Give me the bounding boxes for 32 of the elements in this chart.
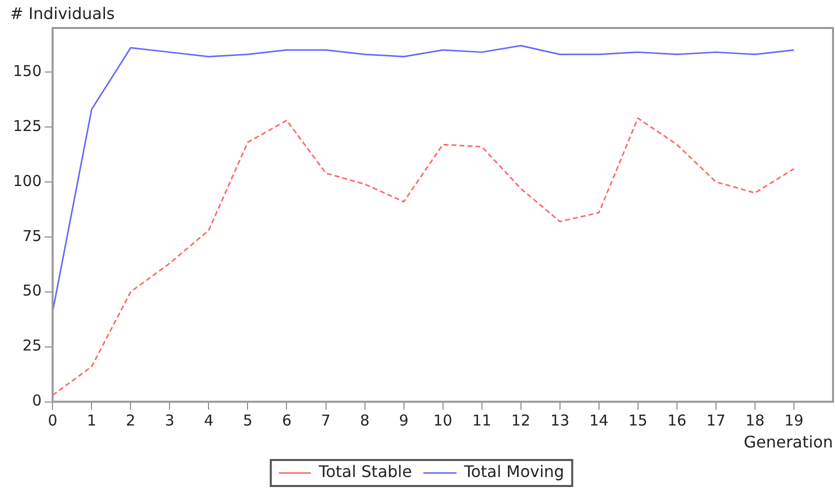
x-tick-label: 9 — [399, 412, 409, 430]
x-tick-label: 18 — [745, 412, 765, 430]
x-axis-title: Generation — [744, 432, 833, 452]
y-tick-label: 0 — [32, 392, 42, 410]
x-tick-label: 7 — [320, 412, 331, 430]
x-tick-label: 2 — [126, 412, 136, 430]
x-tick-label: 14 — [589, 412, 608, 430]
legend-label: Total Stable — [318, 462, 412, 482]
x-tick-label: 16 — [667, 412, 686, 430]
y-tick-label: 75 — [22, 226, 42, 245]
y-tick-label: 125 — [12, 116, 42, 135]
x-tick-label: 4 — [204, 412, 214, 430]
x-tick-label: 12 — [511, 412, 530, 430]
x-tick-label: 13 — [550, 412, 570, 430]
line-series — [52, 117, 795, 396]
x-tick-label: 17 — [706, 412, 726, 430]
x-tick-label: 3 — [164, 412, 174, 430]
x-tick-label: 19 — [784, 412, 804, 430]
y-axis-title: # Individuals — [10, 4, 115, 23]
y-tick-label: 25 — [22, 336, 42, 355]
x-tick-label: 15 — [628, 412, 648, 430]
x-tick-label: 0 — [48, 412, 58, 430]
x-tick-label: 8 — [360, 412, 370, 430]
y-tick-label: 100 — [12, 172, 42, 190]
y-tick-label: 150 — [12, 62, 42, 80]
x-tick-label: 10 — [433, 412, 452, 430]
x-tick-label: 6 — [282, 412, 292, 430]
x-tick-label: 11 — [472, 412, 492, 430]
x-tick-label: 1 — [86, 412, 96, 430]
legend-label: Total Moving — [462, 462, 564, 482]
x-tick-label: 5 — [242, 412, 252, 430]
y-tick-label: 50 — [22, 282, 42, 300]
